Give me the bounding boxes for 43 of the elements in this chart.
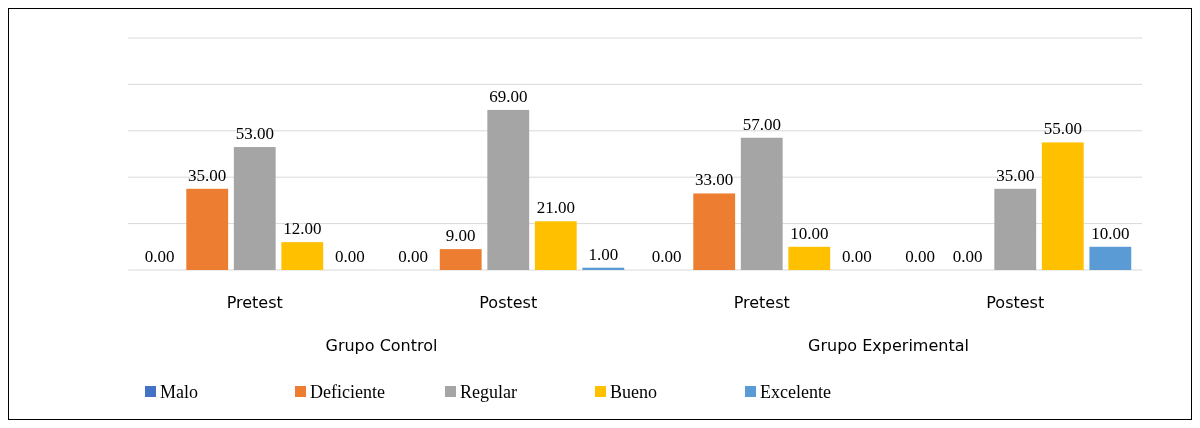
data-label: 33.00 (695, 170, 734, 190)
data-label: 0.00 (398, 247, 429, 266)
data-label: 0.00 (952, 247, 983, 266)
bar (1041, 142, 1084, 270)
data-label: 57.00 (742, 114, 781, 134)
x-tick-label: Postest (986, 293, 1045, 312)
data-label: 21.00 (536, 198, 575, 218)
bar (1089, 246, 1132, 270)
x-tick-label: Postest (479, 293, 538, 312)
data-label: 1.00 (588, 244, 619, 264)
data-label: 9.00 (445, 226, 476, 246)
bar (186, 188, 229, 270)
data-label: 0.00 (841, 247, 872, 266)
data-label: 10.00 (790, 223, 829, 243)
data-label: 0.00 (334, 247, 365, 266)
bar (534, 221, 577, 270)
legend-label: Malo (160, 382, 198, 403)
data-label: 35.00 (996, 165, 1035, 185)
data-label: 0.00 (144, 247, 175, 266)
bar (281, 242, 324, 270)
data-label: 12.00 (283, 219, 322, 239)
bar (740, 137, 783, 270)
bar (439, 249, 482, 270)
data-label: 0.00 (651, 247, 682, 266)
bar (788, 246, 831, 270)
bar (693, 193, 736, 270)
bar (487, 109, 530, 270)
legend-label: Bueno (610, 382, 657, 403)
x-tick-label: Pretest (733, 293, 790, 312)
legend-label: Deficiente (310, 382, 385, 403)
bar (994, 188, 1037, 270)
data-label: 35.00 (188, 165, 227, 185)
data-label: 55.00 (1043, 119, 1082, 139)
bar (233, 147, 276, 270)
data-label: 10.00 (1091, 223, 1130, 243)
text: Grupo Control (325, 336, 438, 355)
x-tick-label: Pretest (226, 293, 283, 312)
data-label: 0.00 (905, 247, 936, 266)
legend-label: Regular (460, 382, 517, 403)
legend-label: Excelente (760, 382, 831, 403)
text: Grupo Experimental (808, 336, 969, 355)
data-label: 69.00 (489, 86, 528, 106)
data-label: 53.00 (235, 124, 274, 144)
